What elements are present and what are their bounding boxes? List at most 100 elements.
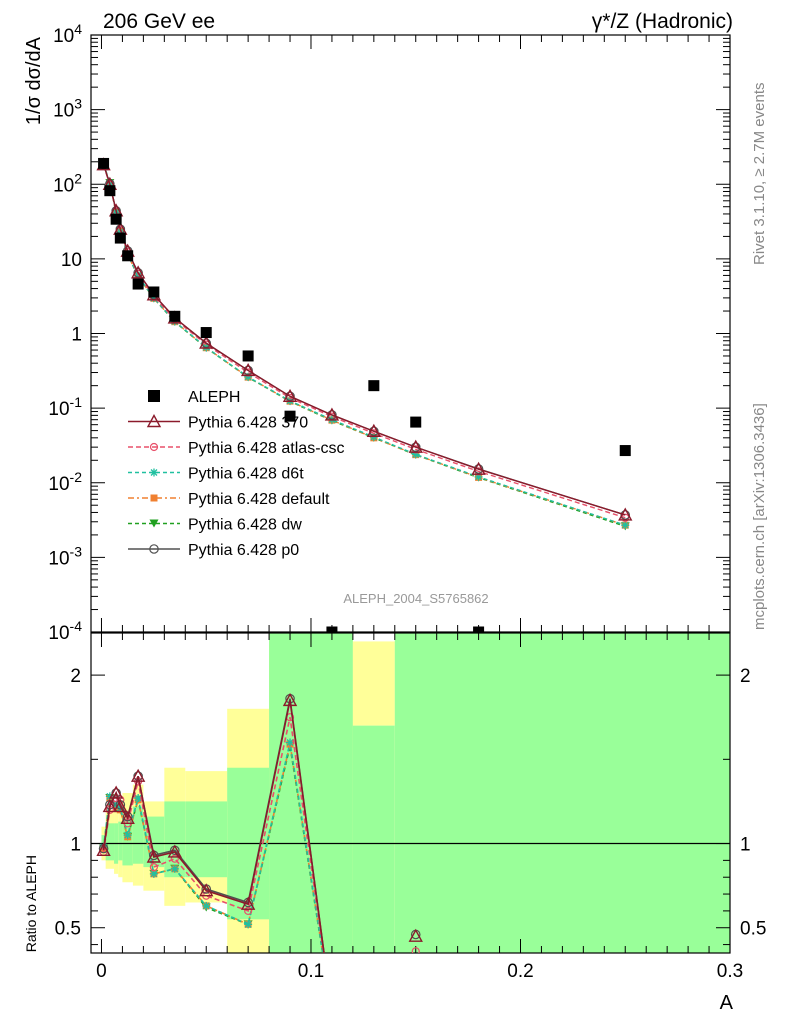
band-green-1 [105,823,115,861]
main-plot-frame [90,34,731,633]
main-y-tick-label: 10-3 [48,543,82,569]
data-point [619,445,631,457]
marker-open-circle [133,771,143,781]
marker-circle [149,863,158,872]
data-point [326,626,338,632]
legend: ALEPH Pythia 6.428 370 Pythia 6.428 atlas-… [128,389,345,559]
marker-open-circle [133,268,143,278]
marker-triangle [120,810,135,824]
band-green-5 [132,806,144,864]
marker-star [244,372,253,381]
data-point [110,213,122,225]
series-data [98,157,631,632]
legend-label: ALEPH [188,389,240,406]
data-point [104,185,116,197]
legend-entry-default: Pythia 6.428 default [128,491,330,508]
main-series-group [96,157,633,632]
x-tick-label: 0.1 [298,961,324,982]
marker-star [244,920,253,929]
data-point [98,157,110,169]
marker-triangle [408,439,423,453]
ratio-y-tick-label: 2 [70,666,81,687]
marker-open-circle [410,442,421,452]
marker-triangle [366,423,382,437]
marker-star [170,864,179,873]
ratio-plot-frame [90,632,731,954]
marker-triangle [130,265,146,279]
main-y-tick-label: 10-2 [48,469,82,495]
marker-star [150,468,158,477]
legend-entry-data: ALEPH [148,389,240,406]
x-tick-label: 0.3 [717,961,743,982]
band-green-3 [118,821,123,861]
marker-star [202,901,211,910]
ratio-y-tick-label-right: 1 [740,835,751,856]
marker-star [286,738,295,747]
series-p370 [96,157,633,521]
data-point [473,626,485,632]
main-y-axis: 10-4 10-3 10-2 10-1 1 10 102 103 104 [48,21,730,644]
ratio-uncertainty-bands [101,633,730,953]
series-dw [99,160,630,531]
band-yellow-11 [352,641,395,726]
marker-square [150,494,158,502]
marker-triangle [240,362,256,377]
main-y-tick-label: 104 [53,21,82,47]
legend-label: Pythia 6.428 dw [188,517,302,534]
marker-circle [149,442,159,452]
ratio-y-tick-label: 0.5 [55,919,81,940]
marker-open-circle [149,544,159,554]
main-y-tick-label: 10-1 [48,394,82,420]
marker-star [105,792,114,801]
legend-entry-p370: Pythia 6.428 370 [128,414,308,432]
marker-open-circle [473,464,484,474]
series-line-atlas [102,164,626,519]
marker-open-circle [243,365,253,376]
data-point [242,350,254,362]
main-y-tick-label: 10 [61,250,82,271]
legend-entry-dw: Pythia 6.428 dw [128,517,302,534]
marker-star [149,294,158,303]
legend-label: Pythia 6.428 p0 [188,542,299,559]
legend-label: Pythia 6.428 atlas-csc [188,440,345,457]
header-left-title: 206 GeV ee [103,10,215,33]
marker-triangle [282,388,298,403]
ratio-y-axis: 0.5 0.5 1 1 2 2 [55,666,766,946]
series-default [100,160,629,529]
series-atlas [99,161,630,522]
marker-star [411,450,420,459]
marker-open-circle [111,788,121,798]
data-point [148,390,160,402]
band-green-8 [185,801,228,878]
marker-triangle [199,883,214,897]
marker-open-circle [369,426,379,437]
marker-triangle [282,692,298,707]
band-green-4 [122,818,133,866]
data-point [114,232,126,244]
marker-down-triangle [149,519,159,528]
legend-label: Pythia 6.428 370 [188,415,308,432]
ratio-y-tick-label-right: 2 [740,666,751,687]
marker-star [123,831,132,840]
marker-triangle [108,785,124,799]
marker-triangle [96,842,111,856]
ratio-series-group [96,692,423,953]
main-y-axis-title: 1/σ dσ/dA [23,36,45,125]
marker-triangle [618,507,633,521]
ratio-line-atlas [102,717,325,953]
series-p0 [98,159,631,520]
rivet-version-label: Rivet 3.1.10, ≥ 2.7M events [751,83,768,266]
marker-star [474,472,483,481]
marker-triangle [240,896,256,910]
data-point [410,416,422,428]
data-point [122,250,134,262]
marker-triangle [102,799,118,813]
data-point [169,310,181,322]
marker-circle [170,854,179,863]
marker-star [134,271,143,280]
legend-entry-d6t: Pythia 6.428 d6t [128,466,304,483]
main-y-tick-label: 103 [53,96,82,122]
marker-triangle [471,461,486,475]
mcplots-label: mcplots.cern.ch [arXiv:1306.3436] [751,403,768,630]
